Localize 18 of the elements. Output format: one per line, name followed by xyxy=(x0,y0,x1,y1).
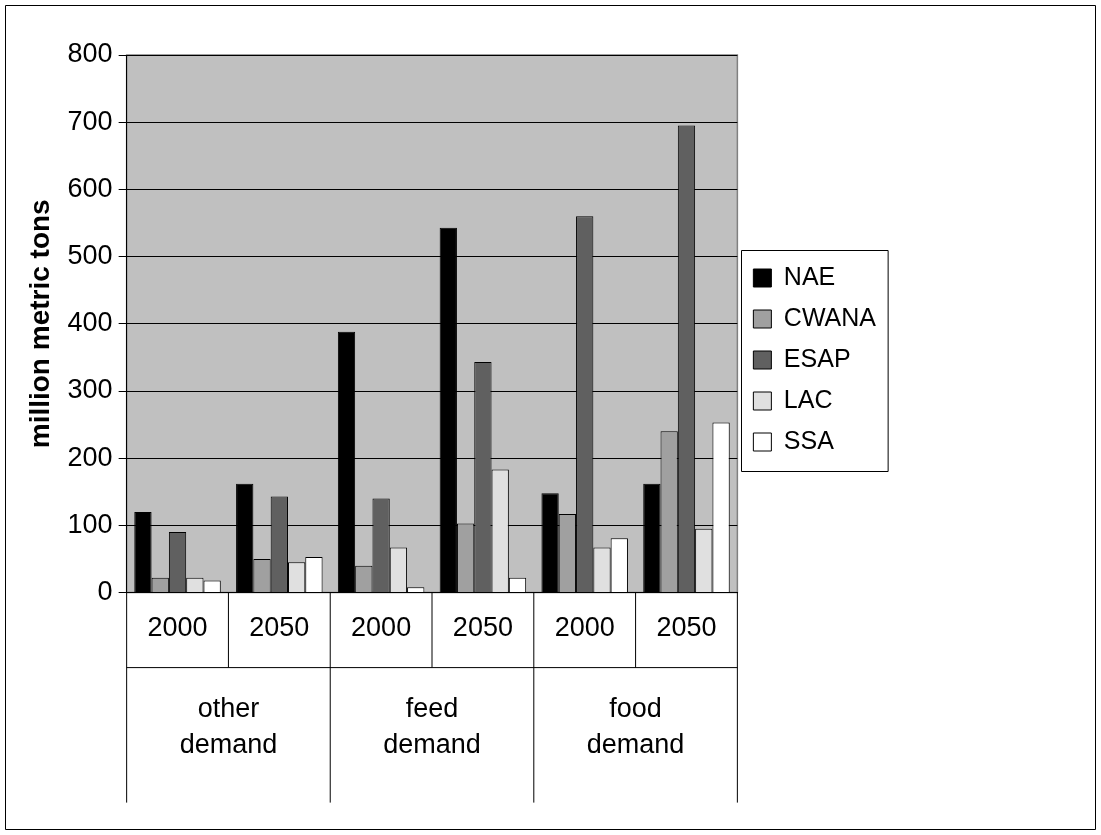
text: other demand xyxy=(179,693,278,760)
y-tick-label: 600 xyxy=(67,172,113,203)
text: feed demand xyxy=(383,693,481,760)
y-tick-label: 400 xyxy=(67,307,113,338)
y-tick-label: 0 xyxy=(97,576,113,607)
legend-label: CWANA xyxy=(783,302,877,331)
y-tick-label: 500 xyxy=(67,240,113,271)
y-tick-label: 700 xyxy=(67,105,113,136)
y-tick-label: 200 xyxy=(67,441,113,472)
legend-label: ESAP xyxy=(783,343,851,372)
legend-label: NAE xyxy=(783,261,836,290)
y-axis-title: million metric tons xyxy=(23,199,55,449)
y-tick-label: 300 xyxy=(67,374,113,405)
legend-label: SSA xyxy=(783,425,835,454)
y-tick-label: 100 xyxy=(67,508,113,539)
y-tick-label: 800 xyxy=(67,38,113,69)
text: food demand xyxy=(586,693,685,760)
legend-label: LAC xyxy=(783,384,833,413)
